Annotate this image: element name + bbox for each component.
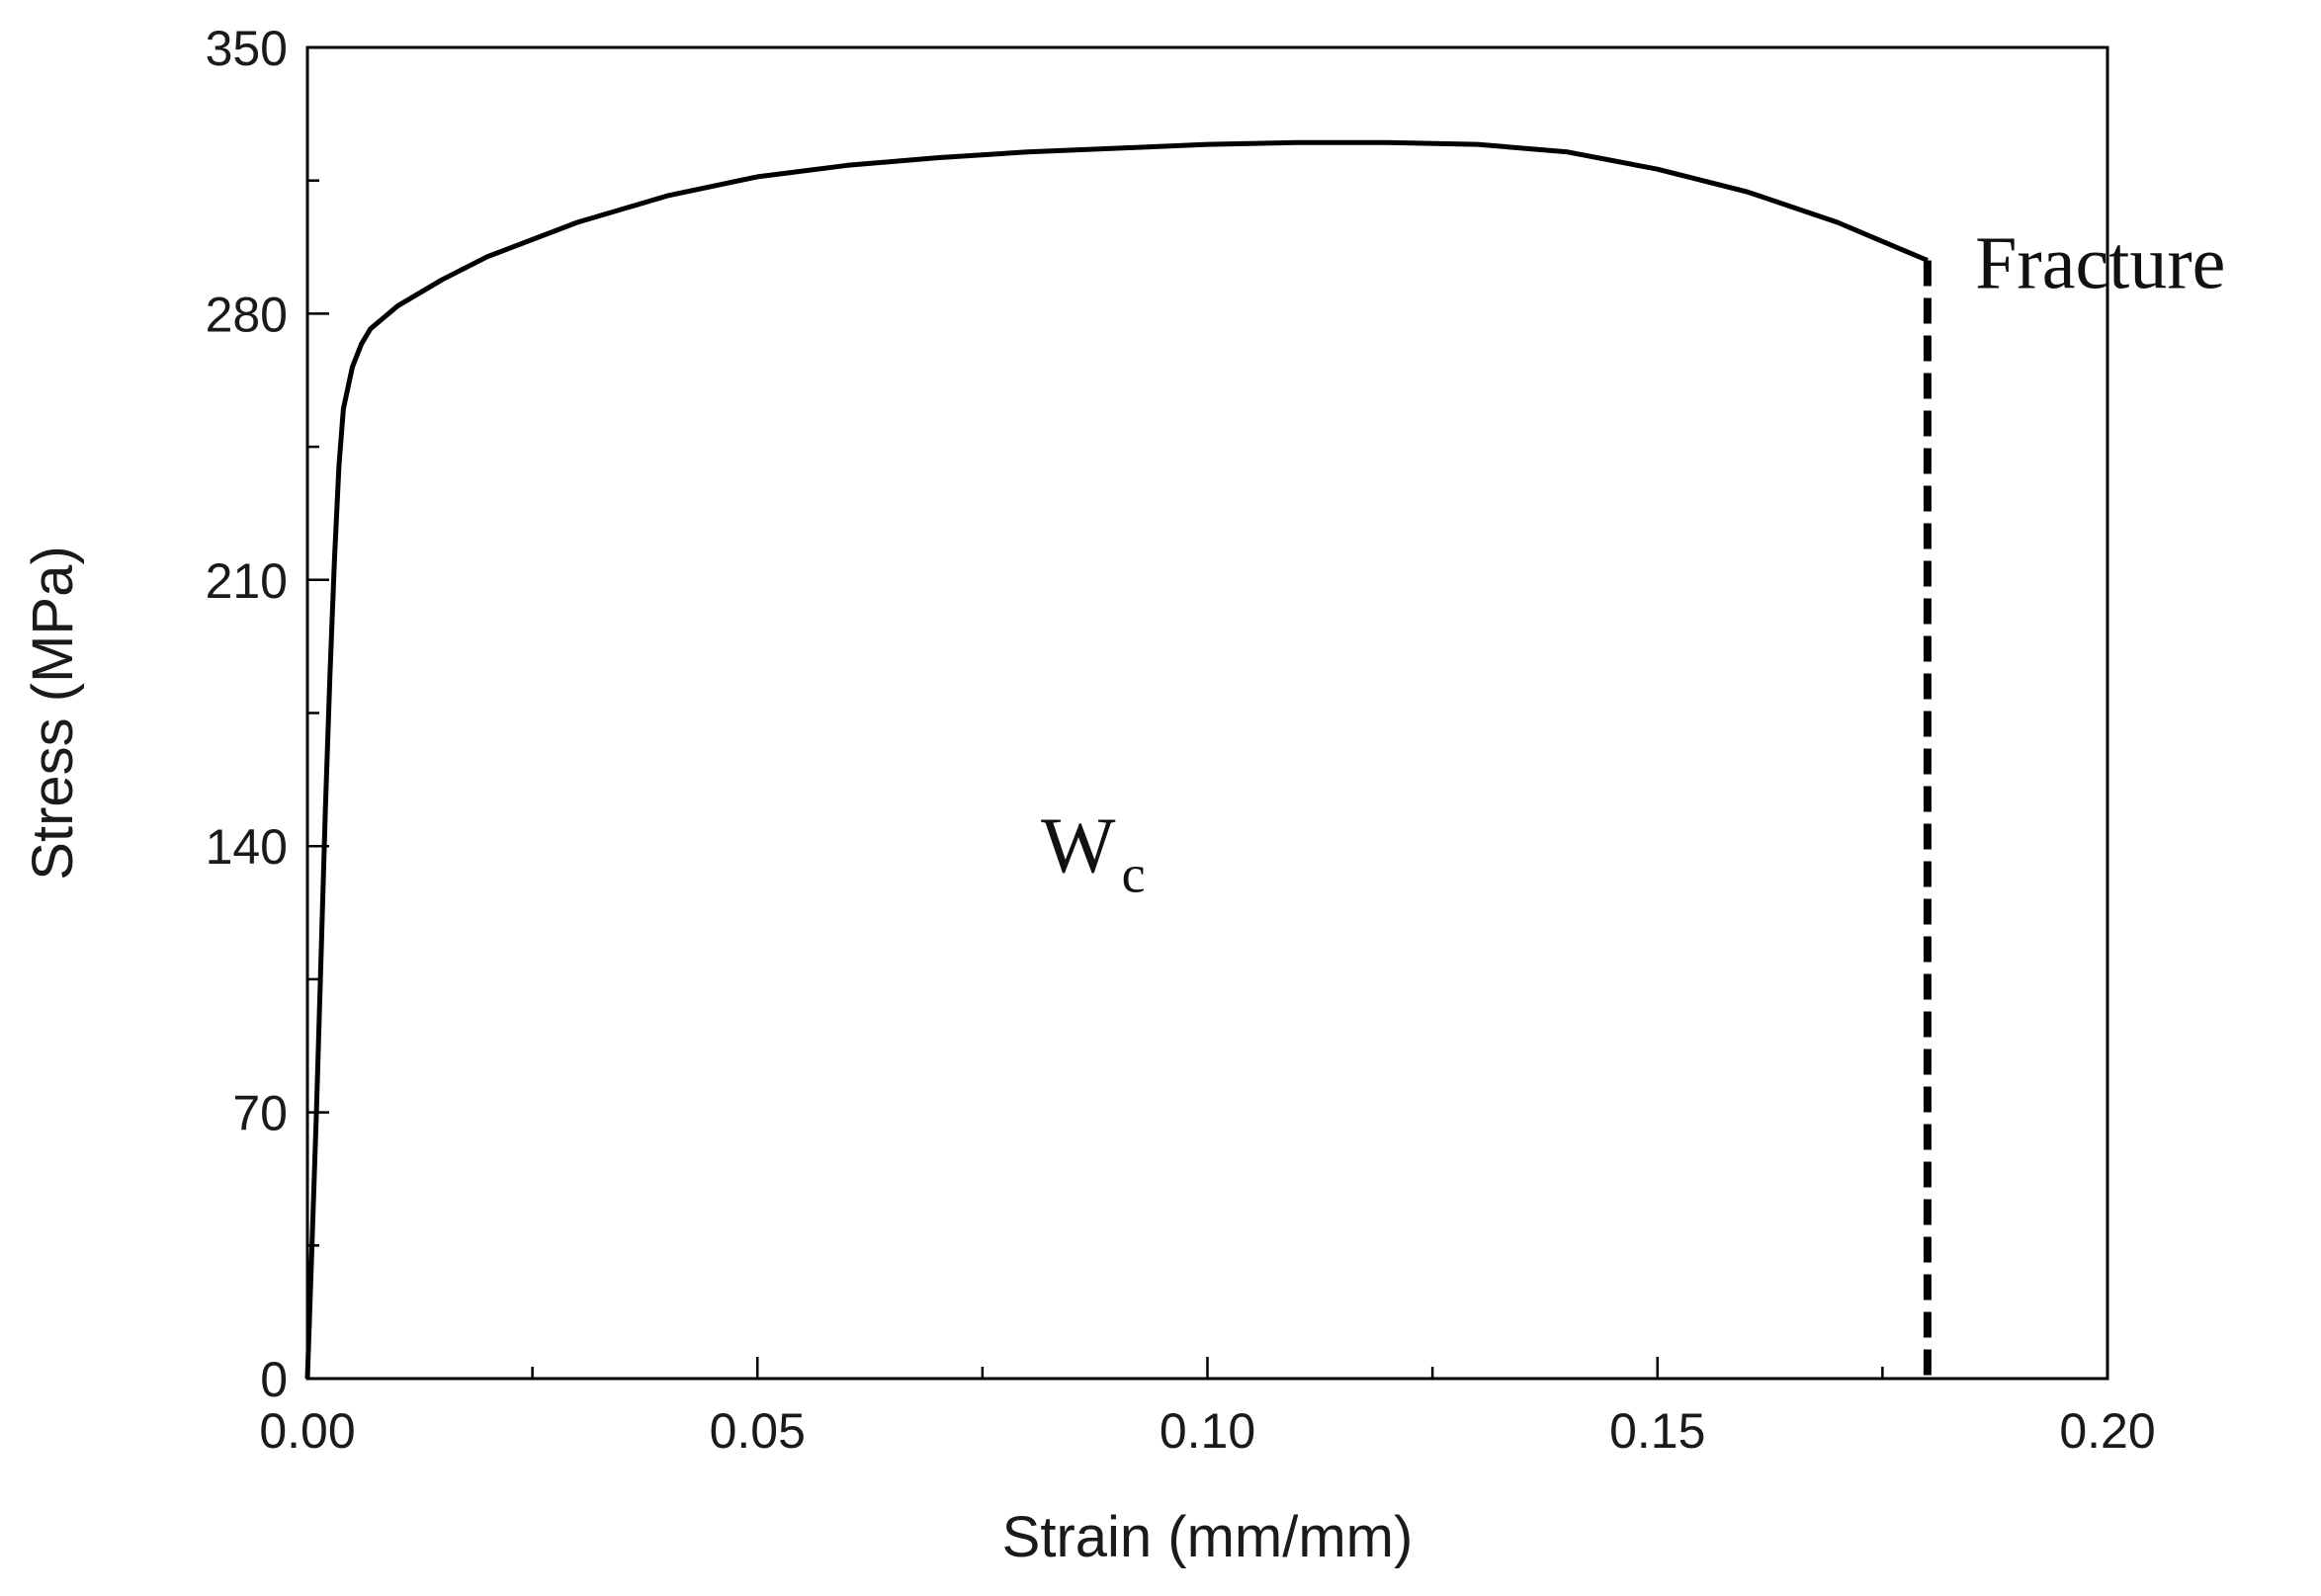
y-tick-label: 210 xyxy=(206,553,288,609)
stress-strain-curve xyxy=(304,139,1929,1380)
x-axis-label: Strain (mm/mm) xyxy=(1002,1505,1414,1569)
wc-annotation-main: W xyxy=(1041,803,1116,890)
x-tick-label: 0.00 xyxy=(259,1403,355,1459)
x-tick-label: 0.10 xyxy=(1160,1403,1255,1459)
x-tick-label: 0.20 xyxy=(2059,1403,2155,1459)
wc-annotation-subscript: c xyxy=(1122,845,1146,904)
y-tick-label: 0 xyxy=(260,1352,288,1407)
y-tick-label: 350 xyxy=(206,21,288,76)
x-tick-label: 0.15 xyxy=(1609,1403,1705,1459)
y-tick-label: 280 xyxy=(206,287,288,342)
y-tick-label: 70 xyxy=(232,1086,288,1141)
x-tick-label: 0.05 xyxy=(710,1403,806,1459)
y-tick-label: 140 xyxy=(206,819,288,875)
y-axis-label: Stress (MPa) xyxy=(21,546,85,880)
plot-frame xyxy=(305,45,2109,1381)
fracture-annotation: Fracture xyxy=(1975,221,2225,304)
